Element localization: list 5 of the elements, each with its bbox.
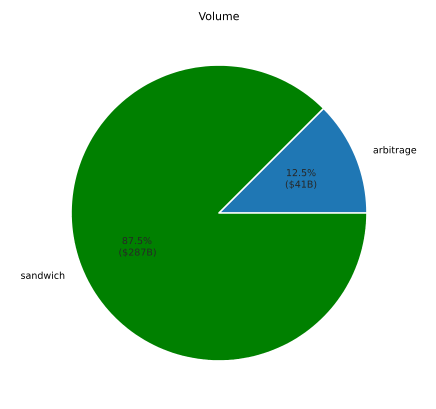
slice-label: sandwich [21, 272, 64, 279]
data-label: 87.5% ($287B) [119, 236, 156, 257]
chart-title: Volume [198, 12, 239, 20]
data-label: 12.5% ($41B) [286, 169, 316, 189]
slice-label: arbitrage [374, 146, 416, 156]
